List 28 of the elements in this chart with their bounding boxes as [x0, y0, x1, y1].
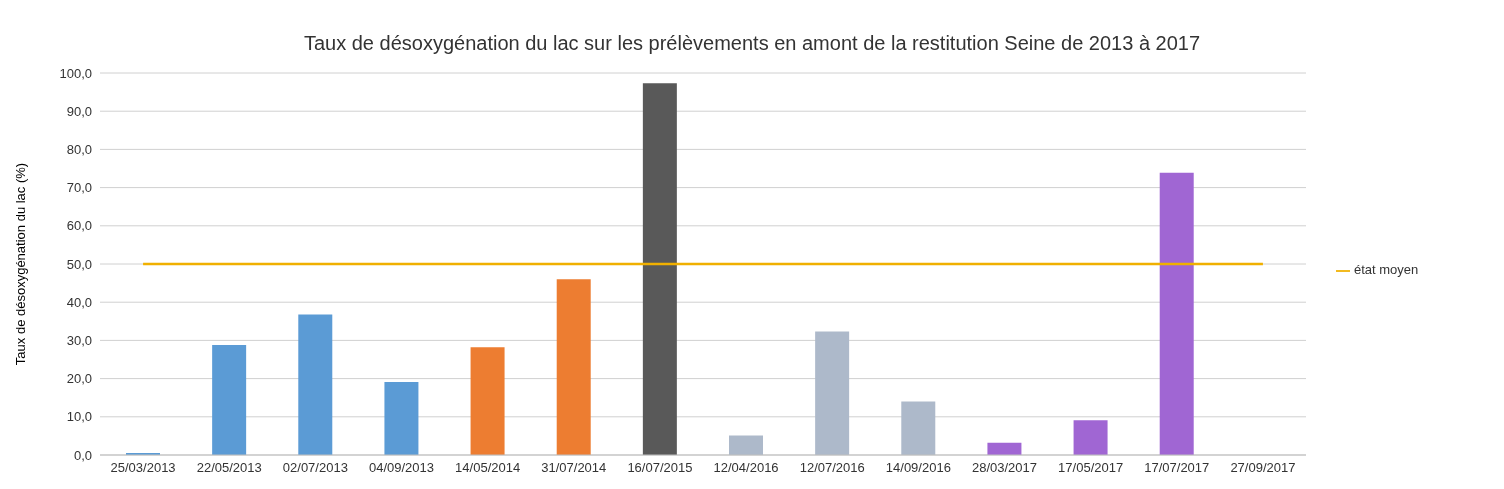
x-tick-label: 31/07/2014: [541, 460, 607, 476]
chart-title: Taux de désoxygénation du lac sur les prélèvements en amont de la restitution Seine de 2013 à 2017: [302, 31, 1202, 55]
x-tick-label: 27/09/2017: [1230, 460, 1296, 476]
x-tick-label: 12/07/2016: [799, 460, 865, 476]
legend-label: état moyen: [1354, 262, 1419, 278]
x-tick-label: 17/05/2017: [1058, 460, 1124, 476]
y-tick-label: 40,0: [66, 294, 92, 310]
y-tick-label: 20,0: [66, 371, 92, 387]
x-tick-label: 28/03/2017: [971, 460, 1038, 476]
y-tick-label: 100,0: [59, 65, 92, 81]
y-tick-label: 90,0: [66, 103, 92, 119]
x-tick-label: 14/05/2014: [455, 460, 521, 476]
x-tick-label: 25/03/2013: [110, 460, 176, 476]
x-tick-label: 22/05/2013: [196, 460, 262, 476]
x-tick-label: 17/07/2017: [1144, 460, 1210, 476]
x-tick-label: 14/09/2016: [885, 460, 951, 476]
x-tick-label: 04/09/2013: [368, 460, 435, 476]
x-tick-label: 12/04/2016: [713, 460, 779, 476]
x-tick-label: 02/07/2013: [282, 460, 348, 476]
x-tick-label: 16/07/2015: [627, 460, 693, 476]
y-tick-label: 10,0: [66, 409, 92, 425]
y-tick-label: 70,0: [66, 180, 92, 196]
y-tick-label: 60,0: [66, 218, 92, 234]
y-axis-title: Taux de désoxygénation du lac (%): [12, 162, 28, 366]
y-tick-label: 0,0: [73, 447, 92, 463]
y-tick-label: 30,0: [66, 333, 92, 349]
y-tick-label: 80,0: [66, 142, 92, 158]
y-tick-label: 50,0: [66, 256, 92, 272]
